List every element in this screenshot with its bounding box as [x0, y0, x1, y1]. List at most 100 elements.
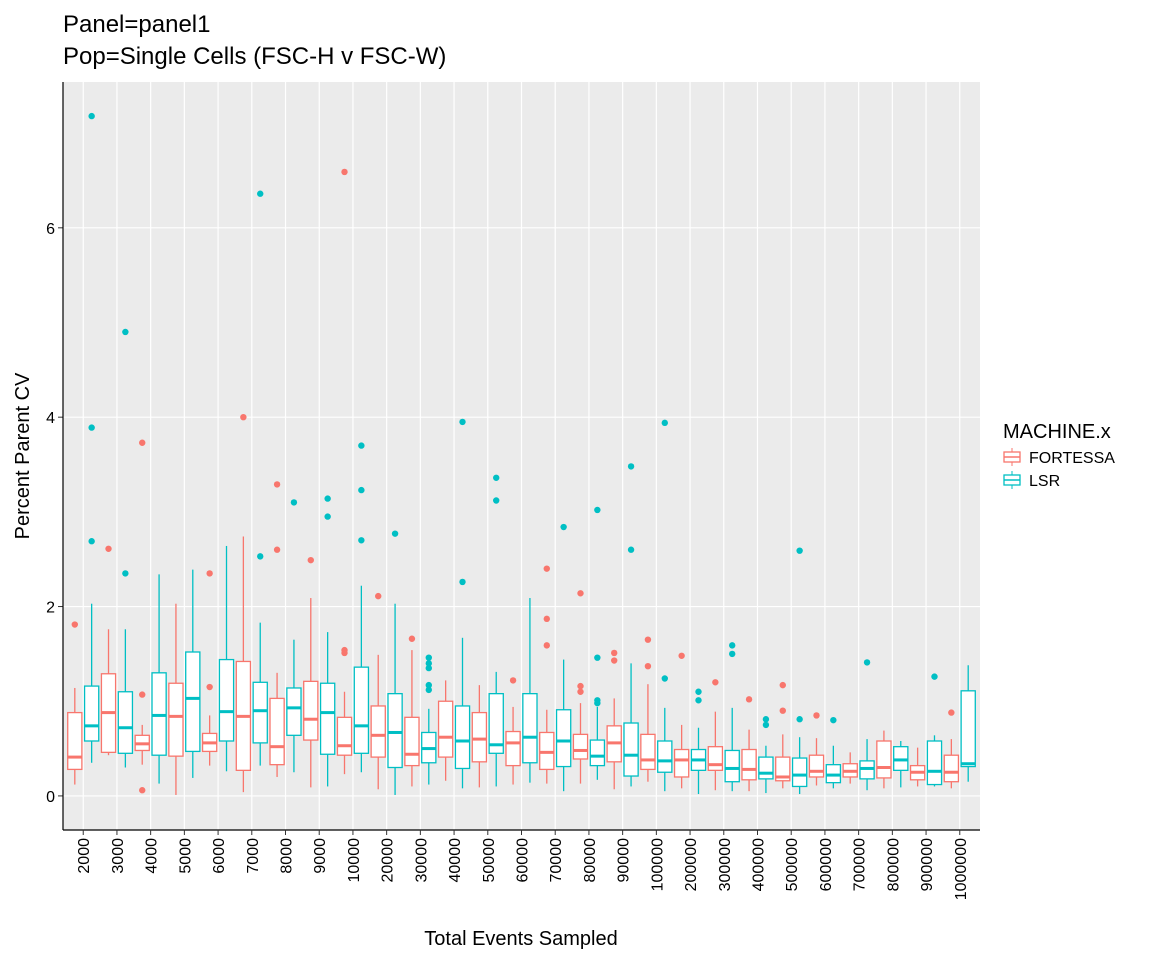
outlier — [729, 642, 736, 649]
outlier — [358, 442, 365, 449]
box — [303, 680, 319, 741]
box — [876, 740, 892, 779]
outlier — [88, 538, 95, 545]
x-tick-label: 700000 — [852, 838, 869, 891]
outlier — [695, 697, 702, 704]
box — [286, 687, 302, 736]
outlier — [678, 652, 685, 659]
outlier — [509, 677, 517, 684]
outlier — [543, 615, 550, 623]
x-tick-label: 60000 — [515, 838, 532, 883]
box — [640, 733, 656, 771]
outlier — [931, 673, 938, 680]
outlier — [611, 657, 618, 664]
box — [117, 691, 134, 754]
outlier — [577, 688, 584, 695]
outlier — [341, 646, 348, 654]
outlier — [122, 328, 129, 336]
outlier — [762, 716, 770, 723]
outlier — [779, 681, 786, 689]
box — [353, 666, 370, 754]
x-tick-label: 500000 — [784, 838, 801, 891]
x-tick-label: 50000 — [481, 838, 498, 883]
box — [437, 700, 454, 758]
box — [555, 709, 572, 768]
y-axis-label: Percent Parent CV — [12, 372, 34, 539]
x-tick-label: 800000 — [885, 838, 902, 891]
outlier — [425, 686, 432, 694]
outlier — [594, 697, 601, 704]
box — [707, 746, 724, 771]
box — [67, 711, 83, 771]
outlier — [493, 474, 500, 481]
legend-title: MACHINE.x — [1003, 421, 1111, 443]
outlier — [560, 523, 567, 531]
box — [185, 651, 201, 753]
box — [370, 705, 386, 758]
box — [522, 693, 538, 764]
outlier — [71, 621, 78, 628]
x-tick-label: 100000 — [649, 838, 666, 891]
box — [741, 748, 757, 781]
outlier — [324, 513, 331, 520]
outlier — [543, 642, 550, 649]
x-tick-label: 90000 — [616, 838, 633, 883]
box — [218, 658, 235, 742]
x-tick-label: 400000 — [750, 838, 767, 891]
outlier — [695, 688, 702, 695]
outlier — [139, 787, 146, 794]
outlier — [644, 662, 652, 670]
legend-label: FORTESSA — [1029, 450, 1115, 467]
box — [269, 697, 285, 766]
outlier — [813, 712, 820, 719]
box — [758, 756, 774, 780]
box — [791, 757, 808, 788]
y-tick-label: 4 — [46, 410, 55, 427]
box — [387, 693, 403, 769]
box — [252, 681, 268, 744]
box — [808, 754, 825, 778]
outlier — [779, 707, 786, 714]
outlier — [257, 190, 264, 197]
x-tick-label: 1000000 — [953, 838, 970, 900]
x-tick-label: 7000 — [245, 838, 262, 874]
outlier — [358, 537, 365, 544]
chart-title: Panel=panel1 — [63, 11, 210, 38]
outlier — [324, 495, 331, 502]
outlier — [745, 696, 753, 703]
outlier — [729, 650, 736, 658]
outlier — [830, 716, 837, 724]
outlier — [712, 679, 719, 686]
outlier — [493, 497, 500, 504]
x-tick-label: 10000 — [346, 838, 363, 883]
outlier — [627, 546, 635, 553]
outlier — [661, 675, 668, 682]
outlier — [273, 546, 281, 553]
legend-label: LSR — [1029, 473, 1060, 490]
box — [960, 690, 976, 768]
outlier — [290, 499, 298, 506]
box — [589, 739, 606, 767]
box — [943, 754, 960, 783]
box — [83, 685, 100, 742]
outlier — [577, 590, 584, 597]
outlier — [88, 112, 95, 120]
outlier — [796, 716, 803, 723]
box — [673, 748, 690, 778]
outlier — [257, 553, 264, 560]
outlier — [358, 486, 365, 494]
x-tick-label: 4000 — [144, 838, 161, 874]
outlier — [543, 565, 550, 572]
x-tick-label: 20000 — [380, 838, 397, 883]
outlier — [644, 636, 652, 643]
outlier — [307, 556, 314, 564]
box — [454, 705, 471, 770]
x-tick-label: 2000 — [76, 838, 93, 874]
outlier — [391, 530, 399, 537]
outlier — [139, 439, 146, 446]
y-tick-label: 2 — [46, 600, 55, 617]
x-axis-label: Total Events Sampled — [424, 928, 617, 950]
outlier — [594, 654, 601, 661]
outlier — [611, 649, 618, 657]
